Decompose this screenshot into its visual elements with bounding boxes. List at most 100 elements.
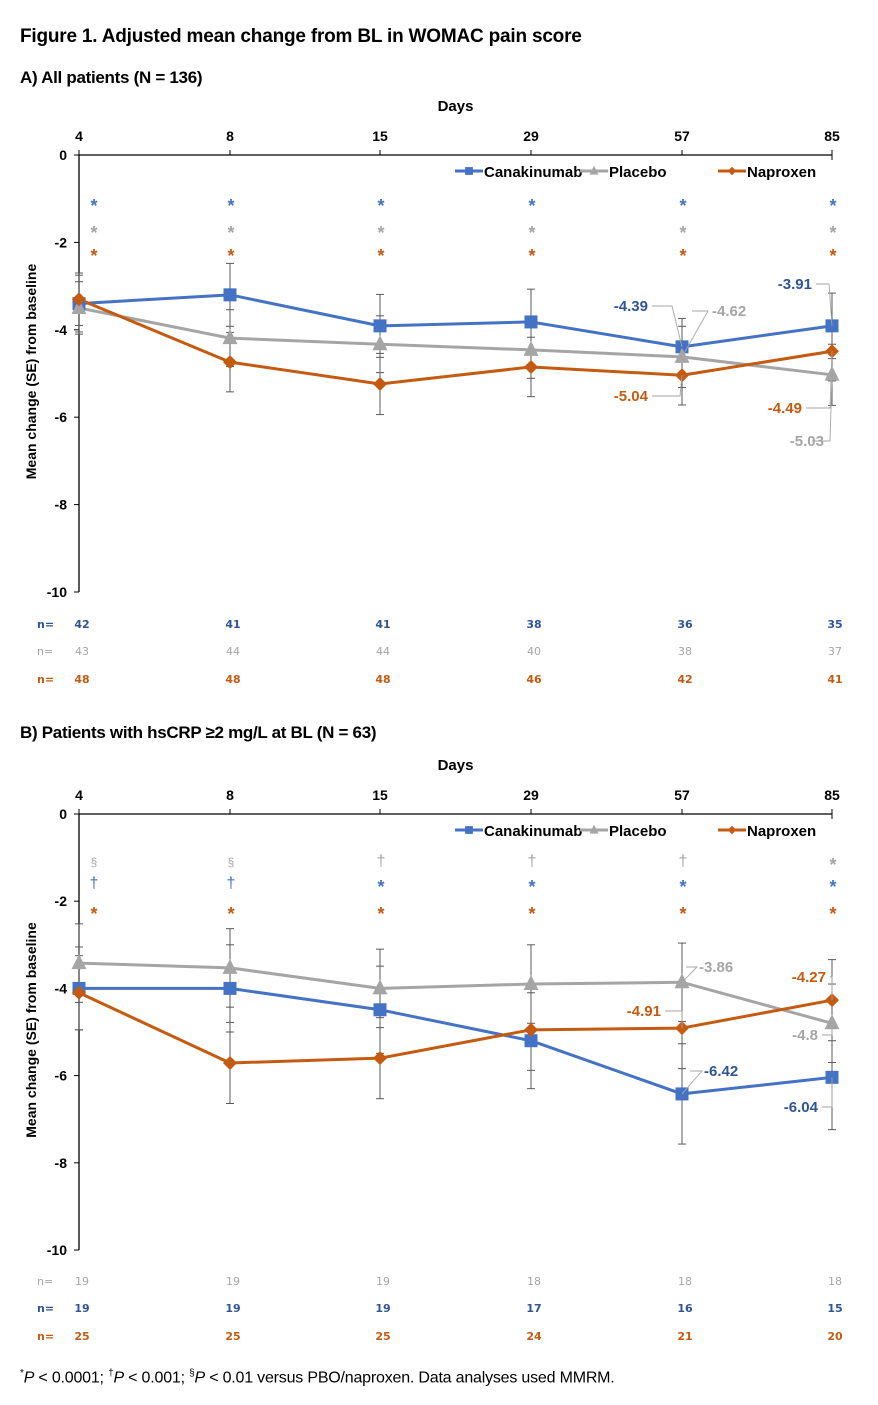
data-label-leader (681, 1070, 703, 1095)
significance-marker: * (227, 223, 234, 243)
legend-label: Naproxen (747, 164, 816, 181)
data-label-leader (830, 976, 833, 1001)
n-value: 38 (526, 618, 541, 631)
y-tick-label: -10 (47, 584, 67, 600)
n-value: 36 (677, 618, 693, 631)
legend-entry-placebo: Placebo (580, 823, 667, 840)
data-point-placebo (824, 1014, 840, 1030)
marker-square (465, 167, 473, 175)
data-label-leader (806, 351, 833, 409)
data-point-placebo (523, 975, 539, 991)
n-value: 18 (828, 1275, 842, 1288)
significance-marker: * (829, 904, 836, 924)
significance-marker: * (227, 196, 234, 216)
marker-square (465, 826, 473, 834)
n-prefix: n= (37, 673, 54, 686)
y-tick-label: -8 (55, 1155, 68, 1171)
data-label-leader (652, 375, 683, 397)
legend-entry-canakinumab: Canakinumab (455, 823, 582, 840)
data-label: -3.91 (778, 276, 812, 293)
significance-marker: † (90, 875, 99, 892)
significance-marker: * (679, 223, 686, 243)
footnote-p: P (194, 1369, 205, 1387)
n-value: 48 (225, 673, 240, 686)
data-label-leader (652, 305, 683, 347)
significance-marker: * (377, 904, 384, 924)
significance-marker: § (91, 855, 98, 869)
n-value: 19 (376, 1275, 390, 1288)
n-value: 41 (225, 618, 240, 631)
chart-panel-b: Days 4 8 15 29 57 85 0 -2 -4 -6 -8 -10 Mean change (S… (23, 757, 843, 1343)
n-value: 19 (74, 1302, 89, 1315)
series-line-placebo (78, 306, 833, 377)
data-label: -4.27 (792, 969, 826, 986)
significance-marker: * (679, 196, 686, 216)
n-prefix: n= (37, 1302, 54, 1315)
legend-label: Placebo (609, 164, 667, 181)
x-axis-title: Days (438, 98, 474, 115)
n-value: 41 (827, 673, 842, 686)
legend-entry-canakinumab: Canakinumab (455, 164, 582, 181)
footnote-p: P (23, 1369, 35, 1387)
series-line-canakinumab (79, 986, 833, 1096)
x-tick-label: 8 (226, 128, 234, 144)
n-value: 44 (376, 645, 390, 658)
data-point-naproxen (373, 1051, 387, 1066)
data-label: -4.49 (768, 400, 802, 417)
significance-marker: § (228, 855, 235, 869)
x-axis-title: Days (438, 757, 474, 774)
data-point-naproxen (223, 355, 237, 370)
data-point-canakinumab (223, 981, 237, 995)
n-value: 24 (526, 1330, 542, 1343)
x-tick-label: 85 (824, 787, 840, 803)
y-tick-label: 0 (59, 806, 67, 822)
data-label-leader (822, 1077, 833, 1108)
data-point-placebo (71, 298, 87, 314)
y-tick-label: -8 (55, 497, 68, 513)
data-label: -5.04 (614, 388, 649, 405)
legend-label: Naproxen (747, 823, 816, 840)
n-value: 48 (375, 673, 390, 686)
n-value: 25 (225, 1330, 240, 1343)
data-label: -4.39 (614, 298, 648, 315)
data-point-placebo (674, 973, 690, 989)
data-label: -4.8 (792, 1027, 818, 1044)
x-tick-label: 57 (674, 128, 690, 144)
data-label: -6.04 (784, 1099, 819, 1116)
significance-marker: * (528, 196, 535, 216)
data-point-naproxen (524, 1022, 538, 1037)
significance-marker: * (90, 223, 97, 243)
data-label: -5.03 (790, 433, 824, 450)
y-axis-title: Mean change (SE) from baseline (23, 922, 39, 1138)
n-value: 16 (677, 1302, 693, 1315)
figure-title: Figure 1. Adjusted mean change from BL i… (20, 26, 582, 47)
data-label: -3.86 (699, 959, 733, 976)
panel-b-title: B) Patients with hsCRP ≥2 mg/L at BL (N … (20, 723, 377, 742)
n-value: 19 (225, 1302, 240, 1315)
x-tick-label: 85 (824, 128, 840, 144)
x-tick-label: 4 (75, 128, 83, 144)
n-prefix: n= (37, 618, 54, 631)
n-value: 18 (527, 1275, 541, 1288)
significance-marker: * (377, 246, 384, 266)
significance-marker: † (528, 853, 537, 870)
significance-marker: † (377, 853, 386, 870)
footnote-symbol: * (20, 1368, 24, 1379)
data-point-placebo (674, 347, 690, 363)
data-point-placebo (523, 340, 539, 356)
y-axis-title: Mean change (SE) from baseline (23, 264, 39, 480)
data-label: -4.91 (627, 1003, 661, 1020)
data-point-canakinumab (524, 1034, 538, 1048)
n-value: 35 (827, 618, 842, 631)
data-point-placebo (71, 954, 87, 970)
data-point-naproxen (223, 1055, 237, 1070)
significance-marker: * (90, 246, 97, 266)
significance-marker: * (829, 877, 836, 897)
footnote-symbol: § (189, 1368, 195, 1379)
legend-entry-naproxen: Naproxen (718, 823, 816, 840)
n-value: 41 (375, 618, 390, 631)
series-line-canakinumab (78, 293, 833, 349)
significance-marker: * (829, 855, 836, 875)
legend-label: Canakinumab (484, 823, 582, 840)
